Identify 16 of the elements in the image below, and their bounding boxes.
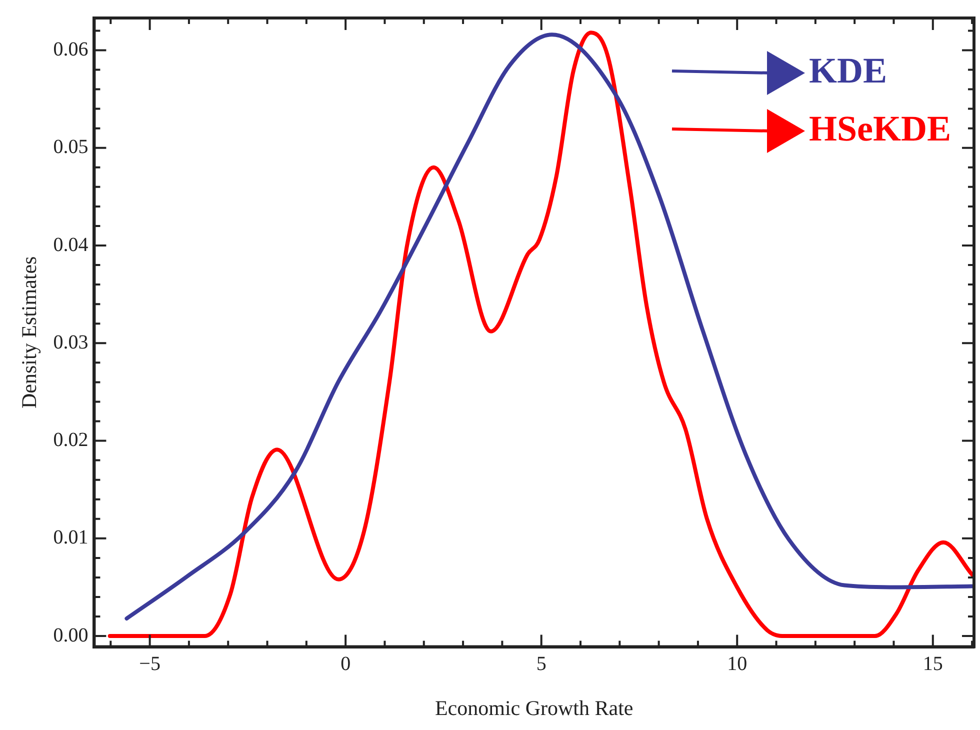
y-tick-label: 0.06 bbox=[53, 38, 88, 60]
x-tick-label: 15 bbox=[922, 653, 943, 676]
y-tick-label: 0.03 bbox=[53, 331, 88, 354]
y-tick-label: 0.04 bbox=[53, 234, 88, 256]
y-tick-label: 0.01 bbox=[53, 526, 88, 549]
x-tick-label: 5 bbox=[536, 653, 546, 676]
x-tick-label: 0 bbox=[340, 653, 351, 676]
x-axis-title: Economic Growth Rate bbox=[434, 696, 634, 720]
legend-label: HSeKDE bbox=[808, 108, 951, 148]
x-tick-label: 10 bbox=[727, 653, 748, 676]
legend-label: KDE bbox=[808, 50, 887, 90]
y-axis-title: Density Estimates bbox=[17, 256, 42, 409]
x-tick-label: −5 bbox=[139, 653, 160, 676]
y-tick-label: 0.02 bbox=[53, 429, 88, 452]
y-tick-label: 0.05 bbox=[53, 136, 88, 158]
y-tick-label: 0.00 bbox=[53, 624, 88, 646]
